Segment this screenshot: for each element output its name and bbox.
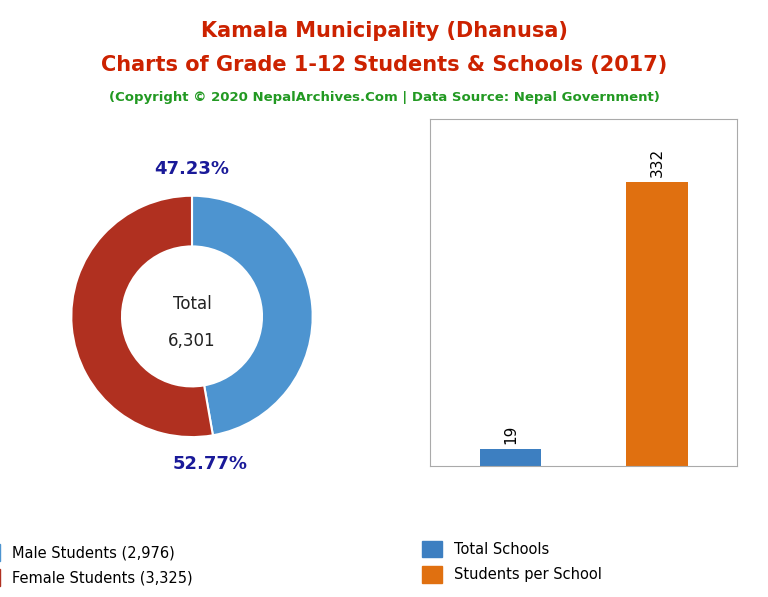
Wedge shape — [71, 196, 213, 437]
Text: (Copyright © 2020 NepalArchives.Com | Data Source: Nepal Government): (Copyright © 2020 NepalArchives.Com | Da… — [108, 91, 660, 104]
Text: 19: 19 — [503, 425, 518, 444]
Wedge shape — [192, 196, 313, 435]
Text: 47.23%: 47.23% — [154, 160, 230, 178]
Legend: Total Schools, Students per School: Total Schools, Students per School — [422, 541, 602, 583]
Text: 332: 332 — [649, 147, 664, 177]
Text: Charts of Grade 1-12 Students & Schools (2017): Charts of Grade 1-12 Students & Schools … — [101, 55, 667, 75]
Text: 6,301: 6,301 — [168, 331, 216, 350]
Bar — [626, 182, 687, 466]
Bar — [480, 450, 541, 466]
Legend: Male Students (2,976), Female Students (3,325): Male Students (2,976), Female Students (… — [0, 544, 192, 586]
Text: 52.77%: 52.77% — [173, 455, 247, 473]
Text: Kamala Municipality (Dhanusa): Kamala Municipality (Dhanusa) — [200, 21, 568, 41]
Text: Total: Total — [173, 296, 211, 313]
